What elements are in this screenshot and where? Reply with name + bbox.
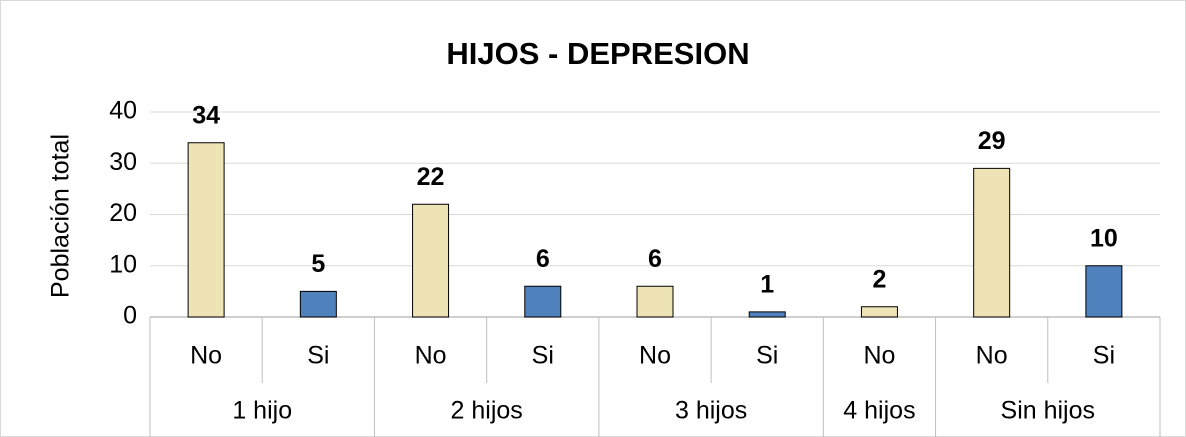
- y-tick-label: 0: [123, 302, 137, 330]
- group-label: 3 hijos: [675, 397, 747, 425]
- data-label: 1: [760, 270, 774, 298]
- bar: [973, 167, 1011, 318]
- data-label: 6: [648, 245, 662, 273]
- bar: [1085, 265, 1123, 318]
- group-label: 4 hijos: [843, 397, 915, 425]
- bar: [860, 306, 898, 318]
- x-tick-label: No: [863, 342, 895, 370]
- data-label: 34: [192, 101, 220, 129]
- bar: [748, 311, 786, 318]
- x-tick-label: Si: [532, 342, 554, 370]
- x-tick-label: Si: [307, 342, 329, 370]
- bar: [636, 285, 674, 318]
- y-tick-label: 40: [109, 97, 137, 125]
- group-label: Sin hijos: [1001, 397, 1096, 425]
- data-label: 5: [311, 250, 325, 278]
- data-label: 2: [872, 265, 886, 293]
- x-tick-label: No: [415, 342, 447, 370]
- bar: [412, 203, 450, 318]
- bar: [524, 285, 562, 318]
- data-label: 10: [1090, 224, 1118, 252]
- y-tick-label: 10: [109, 250, 137, 278]
- data-label: 22: [417, 163, 445, 191]
- x-tick-label: No: [639, 342, 671, 370]
- x-tick-label: No: [190, 342, 222, 370]
- data-label: 29: [978, 127, 1006, 155]
- bar: [187, 142, 225, 318]
- y-axis-label: Población total: [47, 134, 75, 298]
- bar: [299, 290, 337, 318]
- group-label: 1 hijo: [232, 397, 292, 425]
- y-tick-label: 20: [109, 199, 137, 227]
- x-tick-label: Si: [1093, 342, 1115, 370]
- x-tick-label: Si: [756, 342, 778, 370]
- group-label: 2 hijos: [451, 397, 523, 425]
- x-tick-label: No: [976, 342, 1008, 370]
- chart-title: HIJOS - DEPRESION: [446, 36, 749, 71]
- y-tick-label: 30: [109, 148, 137, 176]
- data-label: 6: [536, 245, 550, 273]
